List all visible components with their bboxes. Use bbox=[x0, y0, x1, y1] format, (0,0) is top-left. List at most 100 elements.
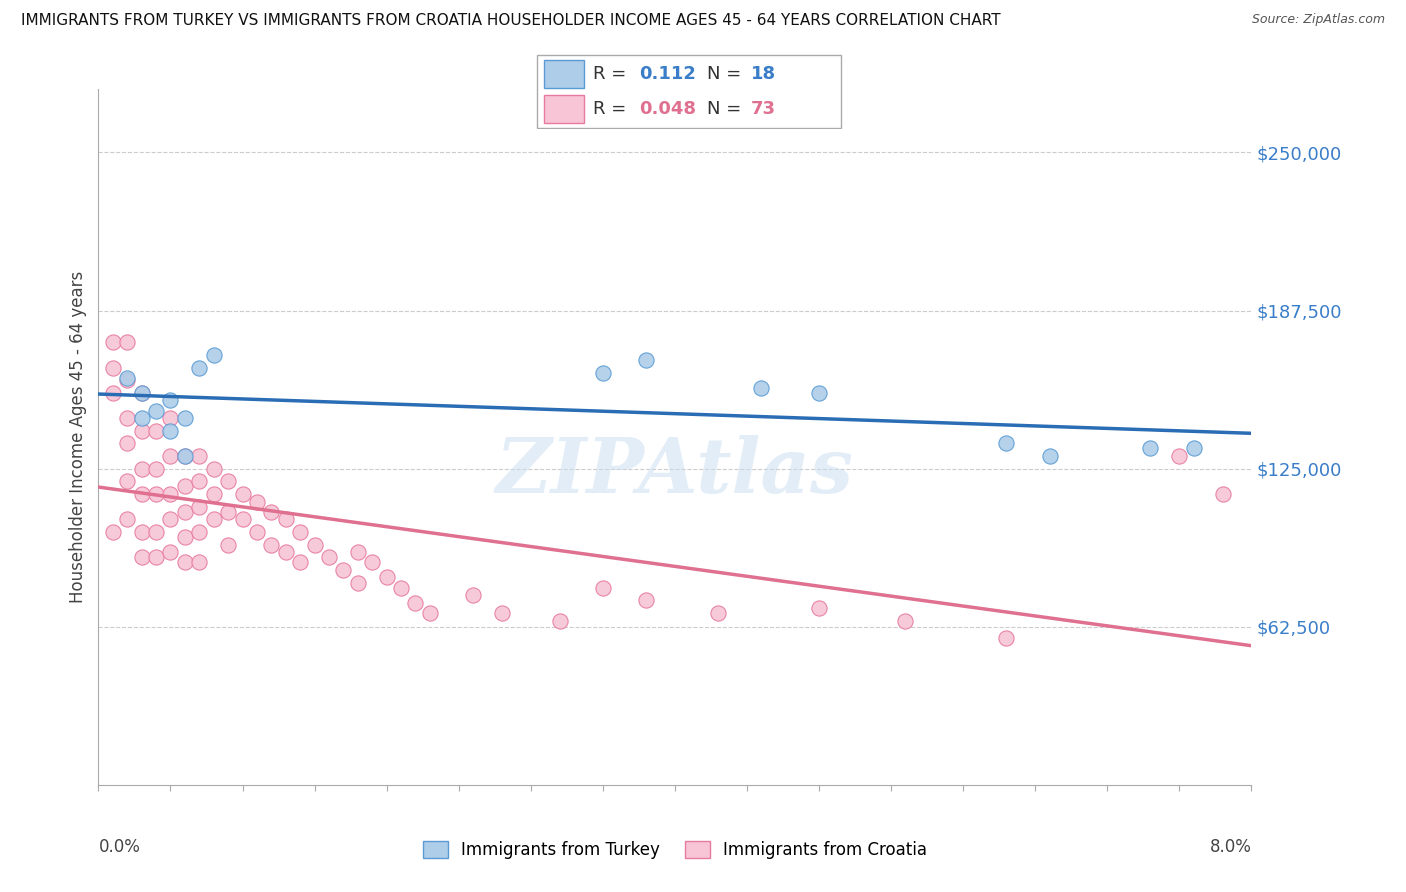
Point bbox=[751, 381, 773, 395]
Point bbox=[346, 575, 368, 590]
Point bbox=[101, 360, 124, 375]
Point bbox=[375, 570, 398, 584]
Text: R =: R = bbox=[593, 100, 633, 118]
Point bbox=[117, 370, 139, 384]
Point bbox=[117, 335, 139, 350]
Point bbox=[1212, 487, 1234, 501]
Point bbox=[231, 512, 254, 526]
Point bbox=[260, 538, 283, 552]
Point bbox=[131, 385, 153, 400]
Legend: Immigrants from Turkey, Immigrants from Croatia: Immigrants from Turkey, Immigrants from … bbox=[415, 832, 935, 867]
Point bbox=[101, 524, 124, 539]
Point bbox=[159, 545, 181, 559]
Point bbox=[217, 505, 239, 519]
Point bbox=[290, 555, 312, 569]
Point bbox=[188, 449, 211, 463]
Point bbox=[260, 505, 283, 519]
Point bbox=[174, 530, 197, 544]
Point bbox=[548, 614, 571, 628]
Point bbox=[995, 631, 1018, 645]
Point bbox=[202, 461, 225, 475]
Point bbox=[159, 512, 181, 526]
Point bbox=[361, 555, 384, 569]
Point bbox=[131, 385, 153, 400]
Point bbox=[318, 550, 340, 565]
Point bbox=[202, 487, 225, 501]
Point bbox=[117, 411, 139, 425]
Text: IMMIGRANTS FROM TURKEY VS IMMIGRANTS FROM CROATIA HOUSEHOLDER INCOME AGES 45 - 6: IMMIGRANTS FROM TURKEY VS IMMIGRANTS FRO… bbox=[21, 13, 1001, 29]
Text: R =: R = bbox=[593, 65, 633, 83]
Text: 0.112: 0.112 bbox=[640, 65, 696, 83]
Point bbox=[808, 385, 831, 400]
Point bbox=[389, 581, 412, 595]
Point bbox=[274, 512, 297, 526]
Point bbox=[995, 436, 1018, 450]
Point bbox=[188, 555, 211, 569]
Point bbox=[217, 538, 239, 552]
Point bbox=[117, 436, 139, 450]
Point bbox=[636, 593, 658, 607]
Point bbox=[174, 449, 197, 463]
Point bbox=[202, 348, 225, 362]
Point bbox=[145, 403, 167, 417]
Point bbox=[145, 424, 167, 438]
Text: ZIPAtlas: ZIPAtlas bbox=[496, 435, 853, 508]
Point bbox=[145, 461, 167, 475]
Text: N =: N = bbox=[707, 65, 748, 83]
Point bbox=[274, 545, 297, 559]
Point bbox=[188, 360, 211, 375]
Point bbox=[217, 475, 239, 489]
Point bbox=[592, 366, 614, 380]
Point bbox=[174, 479, 197, 493]
Point bbox=[304, 538, 326, 552]
Text: 18: 18 bbox=[751, 65, 776, 83]
Point bbox=[145, 487, 167, 501]
Point bbox=[188, 475, 211, 489]
Point bbox=[174, 449, 197, 463]
Point bbox=[131, 550, 153, 565]
Text: 8.0%: 8.0% bbox=[1209, 838, 1251, 856]
Point bbox=[491, 606, 513, 620]
Text: 0.0%: 0.0% bbox=[98, 838, 141, 856]
Point bbox=[159, 424, 181, 438]
Point bbox=[174, 411, 197, 425]
Point bbox=[131, 487, 153, 501]
Point bbox=[636, 352, 658, 367]
Point bbox=[246, 524, 269, 539]
Text: 73: 73 bbox=[751, 100, 776, 118]
Bar bbox=[544, 95, 583, 122]
Point bbox=[188, 524, 211, 539]
Point bbox=[419, 606, 441, 620]
Point bbox=[101, 385, 124, 400]
Point bbox=[159, 487, 181, 501]
Text: 0.048: 0.048 bbox=[640, 100, 696, 118]
Point bbox=[117, 512, 139, 526]
Point bbox=[246, 494, 269, 508]
Y-axis label: Householder Income Ages 45 - 64 years: Householder Income Ages 45 - 64 years bbox=[69, 271, 87, 603]
Point bbox=[332, 563, 354, 577]
Point bbox=[145, 524, 167, 539]
Point bbox=[592, 581, 614, 595]
Point bbox=[131, 424, 153, 438]
Point bbox=[159, 393, 181, 408]
Point bbox=[174, 555, 197, 569]
Point bbox=[159, 449, 181, 463]
Point bbox=[188, 500, 211, 514]
Text: Source: ZipAtlas.com: Source: ZipAtlas.com bbox=[1251, 13, 1385, 27]
Point bbox=[1139, 442, 1161, 456]
Point bbox=[1168, 449, 1191, 463]
Point bbox=[1182, 442, 1205, 456]
FancyBboxPatch shape bbox=[537, 55, 841, 128]
Point bbox=[808, 600, 831, 615]
Point bbox=[1038, 449, 1062, 463]
Point bbox=[117, 475, 139, 489]
Point bbox=[174, 505, 197, 519]
Point bbox=[707, 606, 730, 620]
Point bbox=[202, 512, 225, 526]
Point bbox=[131, 524, 153, 539]
Point bbox=[405, 596, 427, 610]
Point bbox=[894, 614, 917, 628]
Point bbox=[131, 411, 153, 425]
Bar bbox=[544, 61, 583, 87]
Point bbox=[131, 461, 153, 475]
